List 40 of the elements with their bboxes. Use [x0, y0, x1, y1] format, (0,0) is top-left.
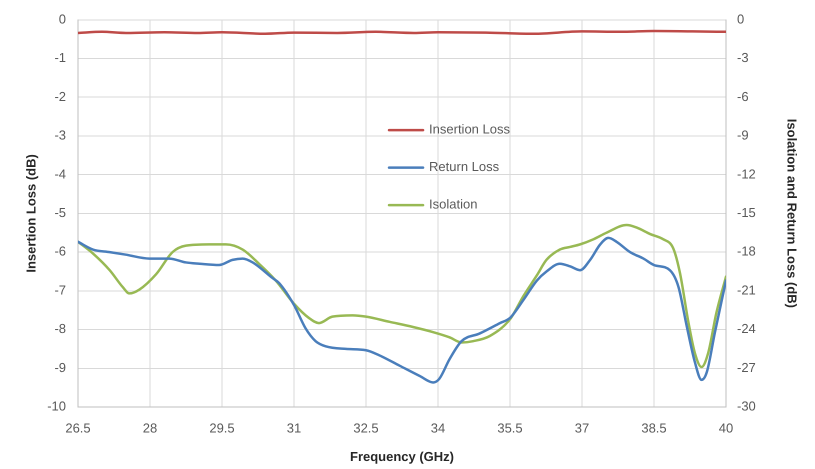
y2-axis-title: Isolation and Return Loss (dB) — [784, 118, 800, 308]
y2-tick-label: -9 — [737, 128, 749, 143]
y2-tick-label: 0 — [737, 11, 744, 26]
x-tick-label: 32.5 — [353, 420, 379, 436]
x-tick-label: 38.5 — [641, 420, 667, 436]
line-series — [78, 224, 726, 368]
y2-tick-label: -3 — [737, 50, 749, 66]
legend-label: Insertion Loss — [429, 122, 510, 137]
y-tick-label: -8 — [54, 321, 66, 336]
x-tick-label: 40 — [718, 420, 734, 436]
y-tick-label: -6 — [54, 244, 66, 259]
y2-tick-label: -21 — [737, 282, 756, 298]
x-tick-label: 34 — [430, 420, 446, 436]
y2-tick-label: -27 — [737, 360, 756, 375]
x-tick-label: 37 — [574, 420, 590, 436]
y-tick-label: -5 — [54, 204, 66, 220]
y-tick-label: -7 — [54, 282, 66, 298]
y-tick-label: -2 — [54, 88, 66, 104]
x-axis-title: Frequency (GHz) — [350, 448, 454, 464]
x-tick-label: 31 — [286, 420, 302, 436]
y-tick-label: -4 — [54, 166, 66, 182]
x-tick-label: 35.5 — [497, 420, 523, 436]
y2-tick-label: -18 — [737, 244, 756, 259]
legend-label: Isolation — [429, 196, 478, 212]
y-tick-label: -1 — [54, 50, 66, 66]
x-tick-label: 28 — [142, 420, 158, 436]
legend-label: Return Loss — [429, 159, 500, 174]
y-axis-title: Insertion Loss (dB) — [23, 154, 38, 273]
y2-tick-label: -6 — [737, 88, 749, 104]
x-tick-label: 29.5 — [209, 420, 235, 436]
y-tick-label: -10 — [47, 398, 66, 414]
line-series — [78, 236, 726, 384]
y2-tick-label: -15 — [737, 204, 756, 220]
y-tick-label: -3 — [54, 128, 66, 143]
y2-tick-label: -12 — [737, 166, 756, 182]
x-tick-label: 26.5 — [65, 420, 91, 436]
y2-tick-label: -30 — [737, 398, 756, 414]
y-tick-label: 0 — [58, 11, 66, 26]
y2-tick-label: -24 — [737, 321, 756, 336]
y-tick-label: -9 — [54, 360, 66, 375]
